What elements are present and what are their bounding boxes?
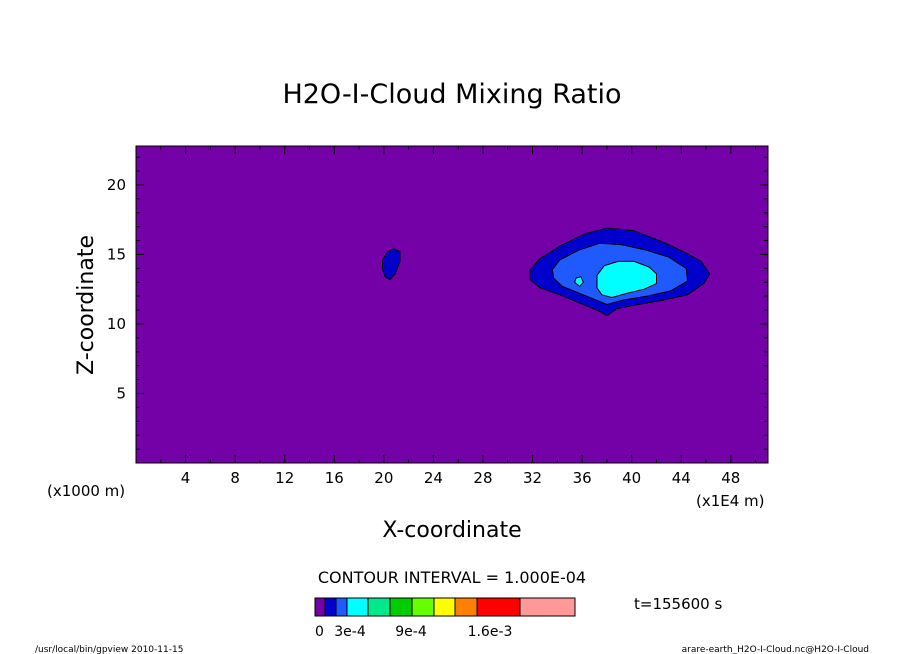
colorbar-swatch <box>411 597 435 617</box>
x-tick-label: 16 <box>325 469 344 487</box>
y-tick-label: 5 <box>116 384 126 402</box>
y-tick-label: 15 <box>107 245 126 263</box>
x-tick-label: 48 <box>721 469 740 487</box>
colorbar-swatch <box>433 597 456 617</box>
plot-area <box>136 146 768 463</box>
x-tick-label: 20 <box>374 469 393 487</box>
colorbar-swatch <box>314 597 326 617</box>
y-axis-ticks: 5 10 15 20 <box>107 156 768 450</box>
colorbar-swatch <box>367 597 391 617</box>
footer-left: /usr/local/bin/gpview 2010-11-15 <box>35 645 183 654</box>
x-axis-ticks: 4 8 12 16 20 24 28 32 36 40 44 48 <box>160 146 757 487</box>
y-tick-label: 20 <box>107 176 126 194</box>
colorbar-tick-label: 1.6e-3 <box>468 624 513 640</box>
x-tick-label: 40 <box>622 469 641 487</box>
y-axis-label: Z-coordinate <box>74 235 99 375</box>
colorbar-labels: 0 3e-4 9e-4 1.6e-3 <box>315 624 512 640</box>
y-tick-label: 10 <box>107 315 126 333</box>
plot-frame <box>135 145 769 464</box>
colorbar <box>314 597 576 617</box>
x-tick-label: 36 <box>573 469 592 487</box>
x-tick-label: 8 <box>230 469 240 487</box>
colorbar-swatch <box>335 597 348 617</box>
x-tick-label: 12 <box>275 469 294 487</box>
chart-title: H2O-I-Cloud Mixing Ratio <box>282 79 621 110</box>
x-unit-label: (x1E4 m) <box>696 492 765 510</box>
colorbar-swatch <box>476 597 521 617</box>
time-text: t=155600 s <box>634 595 722 613</box>
colorbar-tick-label: 9e-4 <box>395 624 427 640</box>
x-tick-label: 32 <box>523 469 542 487</box>
colorbar-swatch <box>324 597 337 617</box>
x-axis-label: X-coordinate <box>382 518 521 543</box>
colorbar-swatch <box>389 597 413 617</box>
contour-region-0 <box>382 248 401 280</box>
contour-region-3 <box>596 260 657 298</box>
x-tick-label: 24 <box>424 469 443 487</box>
contour-interval-text: CONTOUR INTERVAL = 1.000E-04 <box>318 568 586 587</box>
colorbar-swatch <box>346 597 369 617</box>
y-unit-label: (x1000 m) <box>47 482 125 500</box>
contour-layer <box>382 227 711 317</box>
colorbar-swatch <box>454 597 478 617</box>
colorbar-swatch <box>519 597 576 617</box>
colorbar-tick-label: 3e-4 <box>334 624 366 640</box>
colorbar-tick-label: 0 <box>315 624 324 640</box>
x-tick-label: 4 <box>181 469 191 487</box>
contour-region-4 <box>574 276 584 287</box>
x-tick-label: 28 <box>473 469 492 487</box>
x-tick-label: 44 <box>672 469 691 487</box>
footer-right: arare-earth_H2O-I-Cloud.nc@H2O-I-Cloud <box>682 645 869 654</box>
